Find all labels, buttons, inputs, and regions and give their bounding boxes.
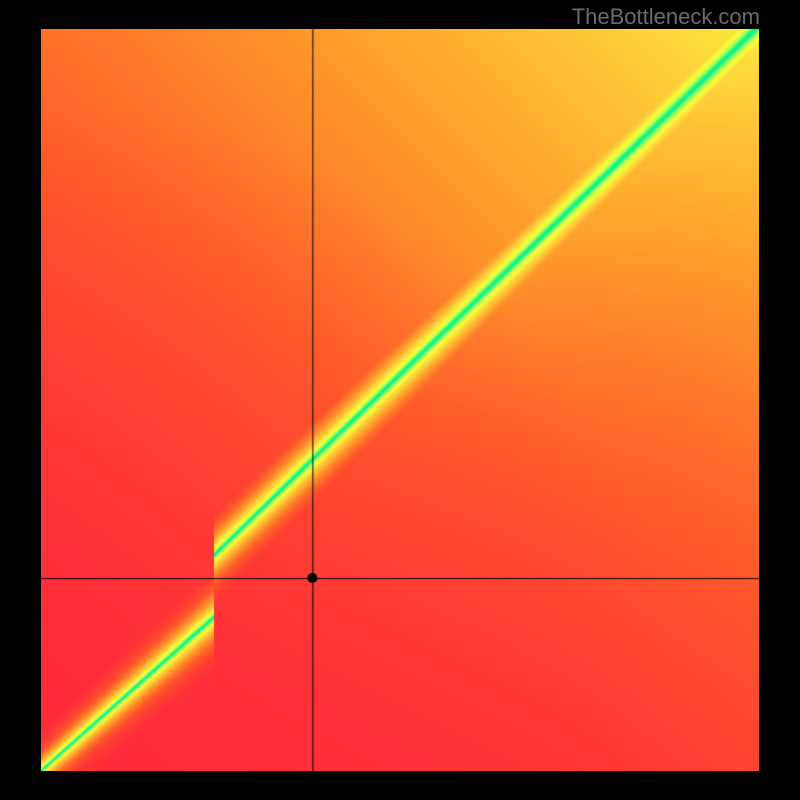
watermark-text: TheBottleneck.com bbox=[572, 4, 760, 30]
bottleneck-heatmap bbox=[41, 29, 759, 771]
